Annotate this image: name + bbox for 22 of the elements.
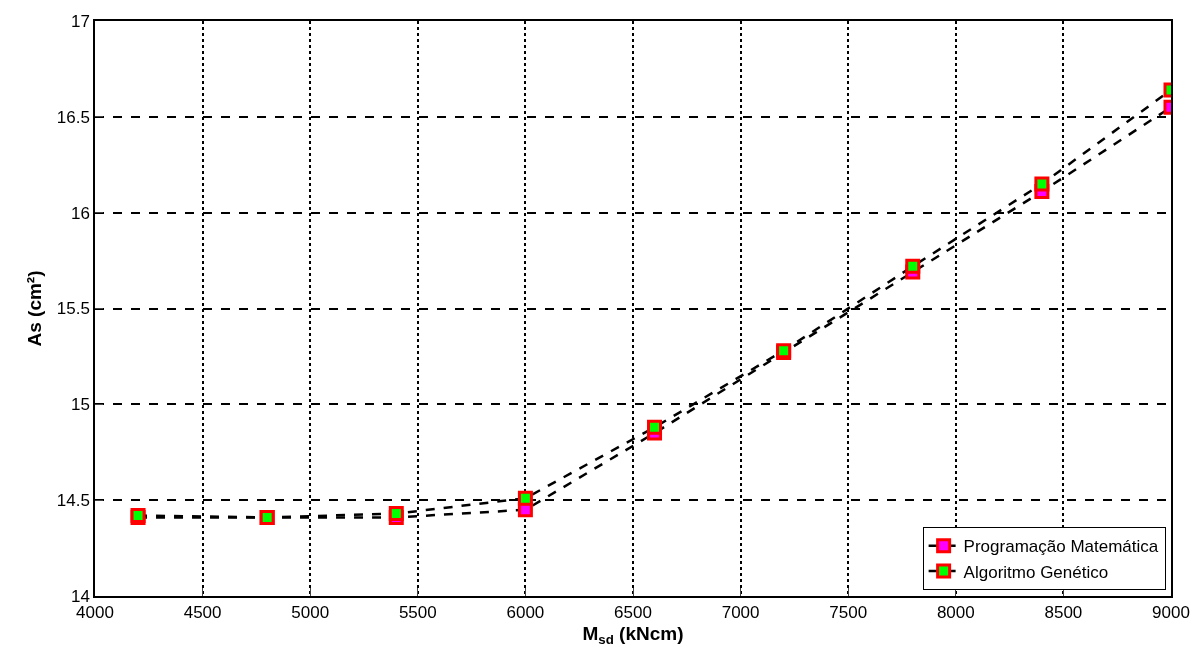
x-tick-label: 4000 xyxy=(76,603,114,623)
x-tick-label: 8500 xyxy=(1044,603,1083,623)
y-tick-label: 17 xyxy=(70,11,90,31)
x-tick-label: 8000 xyxy=(936,603,975,623)
y-tick-label: 14.5 xyxy=(56,491,90,511)
x-axis-title: M$_{sd}$ (kNcm) xyxy=(582,623,684,648)
x-tick-label: 7500 xyxy=(829,603,868,623)
x-tick-label: 4500 xyxy=(183,603,222,623)
x-tick-label: 6000 xyxy=(506,603,545,623)
y-tick-label: 15.5 xyxy=(56,299,90,319)
x-tick-label: 6500 xyxy=(614,603,652,623)
y-tick-label: 16 xyxy=(70,203,90,223)
y-tick-label: 15 xyxy=(70,395,90,415)
y-axis-title: As (cm²) xyxy=(24,270,46,347)
legend-label: Algoritmo Genético xyxy=(963,562,1109,582)
x-tick-label: 7000 xyxy=(721,603,760,623)
x-tick-label: 9000 xyxy=(1152,603,1190,623)
x-tick-label: 5000 xyxy=(291,603,330,623)
y-tick-label: 16.5 xyxy=(56,107,90,127)
legend-label: Programação Matemática xyxy=(963,537,1159,557)
y-tick-label: 14 xyxy=(70,586,90,606)
x-tick-label: 5500 xyxy=(398,603,437,623)
